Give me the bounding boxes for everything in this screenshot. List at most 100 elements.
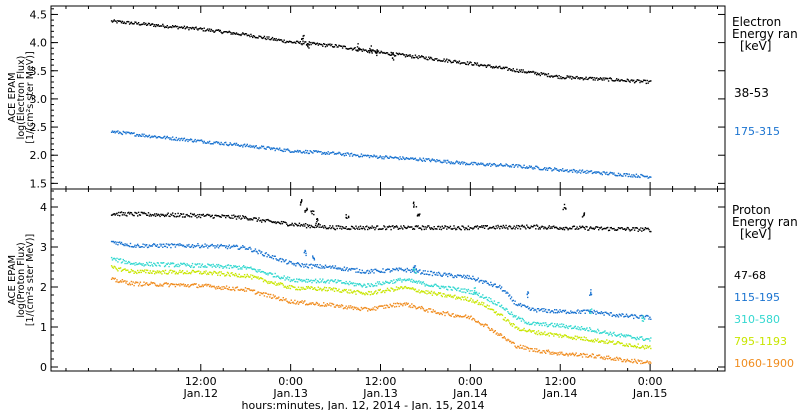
data-point <box>347 48 349 50</box>
data-point <box>621 334 623 336</box>
data-point <box>625 173 628 175</box>
data-point <box>202 246 204 248</box>
data-point <box>291 222 293 225</box>
data-point <box>590 227 593 229</box>
data-point <box>604 311 606 314</box>
data-point <box>611 341 613 343</box>
data-point <box>419 269 421 271</box>
data-point <box>534 332 536 334</box>
data-point <box>592 79 594 81</box>
data-point <box>463 299 465 301</box>
data-point <box>279 149 282 151</box>
data-point <box>172 244 175 246</box>
data-point <box>553 326 555 328</box>
data-point <box>624 80 626 82</box>
data-point <box>375 309 377 311</box>
data-point <box>557 324 559 327</box>
data-point <box>504 309 506 311</box>
data-point <box>144 243 146 246</box>
data-point <box>361 308 363 310</box>
data-point <box>635 361 638 363</box>
data-point <box>343 227 346 229</box>
data-point <box>433 59 435 61</box>
data-point <box>639 315 641 317</box>
data-point <box>258 217 260 219</box>
data-point <box>297 224 300 227</box>
data-point <box>334 287 337 290</box>
data-point <box>564 354 567 356</box>
data-point <box>271 36 274 39</box>
data-point <box>515 70 517 73</box>
data-point <box>376 225 378 227</box>
data-point <box>137 245 140 247</box>
data-point <box>287 287 290 289</box>
data-point <box>616 315 619 317</box>
data-point <box>231 267 233 269</box>
data-point <box>230 265 232 267</box>
data-point <box>378 289 381 292</box>
data-point <box>562 76 564 79</box>
data-point <box>380 228 382 230</box>
data-point <box>111 259 114 261</box>
data-point <box>392 288 394 290</box>
data-point <box>349 292 351 294</box>
data-point <box>409 54 411 56</box>
data-point <box>154 135 157 138</box>
data-point <box>633 346 635 348</box>
data-point <box>272 282 275 284</box>
data-point <box>309 280 311 282</box>
data-point <box>362 48 364 50</box>
data-point <box>348 228 350 230</box>
data-point <box>502 165 505 167</box>
data-point <box>394 55 396 57</box>
data-point <box>245 248 248 250</box>
data-point <box>568 228 570 230</box>
data-point <box>542 332 544 334</box>
data-point <box>204 272 206 274</box>
data-point <box>269 282 271 284</box>
data-point <box>634 345 637 348</box>
data-point <box>444 272 446 274</box>
data-point <box>576 75 578 78</box>
data-point <box>275 222 277 225</box>
data-point <box>391 305 393 308</box>
data-point <box>563 334 566 336</box>
data-point <box>124 212 126 214</box>
data-point <box>482 294 484 296</box>
data-point <box>578 312 580 314</box>
data-point <box>119 20 122 23</box>
data-point <box>536 165 538 168</box>
data-point <box>567 171 569 173</box>
data-point <box>124 243 126 245</box>
data-point <box>196 244 198 247</box>
data-point <box>133 284 135 287</box>
data-point <box>511 341 514 344</box>
data-point <box>406 267 408 270</box>
data-point <box>312 264 314 266</box>
data-point <box>318 267 320 269</box>
data-point <box>518 164 520 166</box>
data-point <box>579 327 581 329</box>
data-point <box>463 226 465 229</box>
data-point <box>544 74 546 76</box>
data-point <box>531 167 533 169</box>
data-point <box>527 71 529 74</box>
data-point <box>546 311 549 314</box>
data-point <box>254 293 257 295</box>
data-point <box>363 293 365 295</box>
data-point <box>222 143 224 145</box>
data-point <box>345 288 347 291</box>
data-point <box>114 241 116 243</box>
data-point <box>447 275 449 278</box>
data-point <box>527 330 529 332</box>
data-point <box>345 280 347 283</box>
data-point <box>358 284 360 286</box>
data-point <box>582 79 585 81</box>
data-point <box>594 356 596 358</box>
data-point <box>430 159 433 161</box>
data-point <box>644 361 647 364</box>
data-point <box>454 294 456 296</box>
data-point <box>292 301 294 303</box>
data-point <box>567 355 569 357</box>
data-point <box>149 24 151 26</box>
